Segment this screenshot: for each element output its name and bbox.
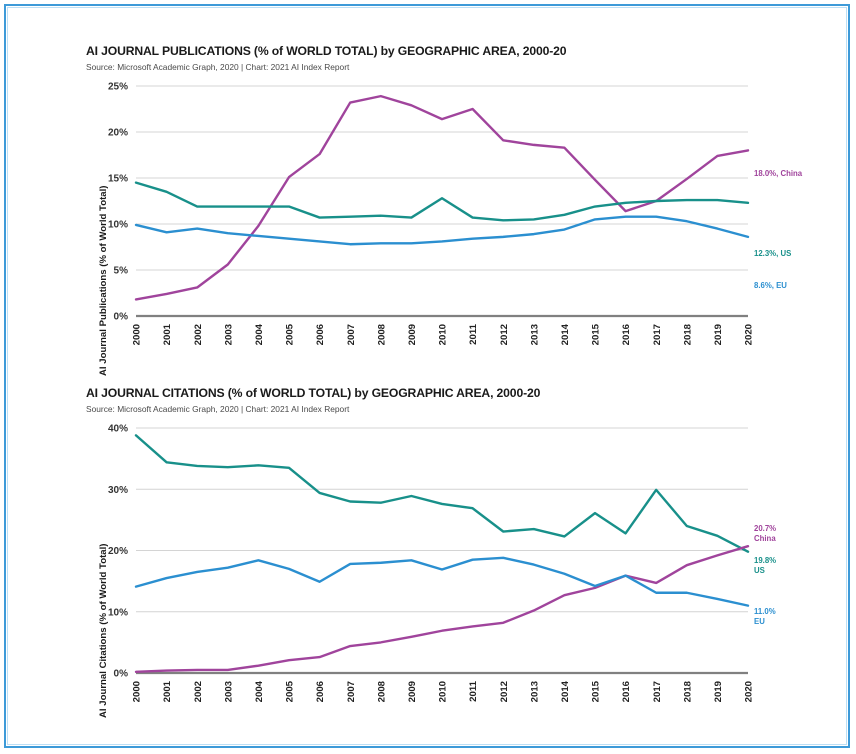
x-tick-label: 2000 [132, 324, 143, 345]
x-tick-label: 2017 [652, 681, 663, 702]
publications-plot-wrapper: AI Journal Publications (% of World Tota… [6, 76, 848, 376]
x-tick-label: 2003 [223, 681, 234, 702]
publications-end-labels: 18.0%, China 12.3%, US 8.6%, EU [754, 169, 803, 290]
publications-chart-title: AI JOURNAL PUBLICATIONS (% of WORLD TOTA… [86, 44, 567, 58]
publications-line-chart: AI Journal Publications (% of World Tota… [98, 82, 803, 376]
x-tick-label: 2014 [560, 323, 571, 345]
x-tick-label: 2013 [529, 324, 540, 345]
end-label-eu: EU [754, 617, 765, 626]
end-label-us: 19.8% [754, 556, 776, 565]
x-tick-label: 2014 [560, 680, 571, 702]
x-tick-label: 2020 [744, 681, 755, 702]
figure-citations: AI JOURNAL CITATIONS (% of WORLD TOTAL) … [6, 378, 848, 742]
y-tick-label: 20% [108, 128, 128, 139]
page-frame: AI JOURNAL PUBLICATIONS (% of WORLD TOTA… [4, 4, 850, 748]
publications-x-tick-labels: 2000 2001 2002 2003 2004 2005 2006 2007 2008 2009… [132, 323, 755, 345]
x-tick-label: 2010 [438, 324, 449, 345]
x-tick-label: 2002 [193, 324, 204, 345]
publications-series-lines [134, 94, 750, 301]
y-tick-label: 0% [114, 312, 129, 323]
publications-chart-source: Source: Microsoft Academic Graph, 2020 |… [86, 62, 350, 72]
x-tick-label: 2004 [254, 323, 265, 345]
x-tick-label: 2006 [315, 324, 326, 345]
citations-chart-title: AI JOURNAL CITATIONS (% of WORLD TOTAL) … [86, 386, 541, 400]
x-tick-label: 2015 [591, 323, 602, 345]
citations-x-tick-labels: 2000 2001 2002 2003 2004 2005 2006 2007 2008 2009… [132, 680, 755, 702]
y-tick-label: 25% [108, 82, 128, 93]
citations-y-tick-labels: 0% 10% 20% 30% 40% [108, 424, 128, 680]
series-line-china [134, 545, 750, 673]
y-tick-label: 20% [108, 546, 128, 557]
x-tick-label: 2001 [162, 680, 173, 702]
end-label-china: China [754, 534, 776, 543]
x-tick-label: 2016 [621, 324, 632, 345]
x-tick-label: 2012 [499, 324, 510, 345]
y-tick-label: 30% [108, 485, 128, 496]
x-tick-label: 2004 [254, 680, 265, 702]
end-label-us: 12.3%, US [754, 249, 791, 258]
end-label-china: 20.7% [754, 524, 776, 533]
y-tick-label: 10% [108, 220, 128, 231]
x-tick-label: 2017 [652, 324, 663, 345]
x-tick-label: 2005 [285, 680, 296, 702]
x-tick-label: 2018 [682, 680, 693, 702]
series-line-china [134, 94, 750, 301]
x-tick-label: 2011 [468, 680, 479, 701]
x-tick-label: 2010 [438, 681, 449, 702]
publications-gridlines [136, 85, 748, 318]
publications-y-axis-title: AI Journal Publications (% of World Tota… [98, 186, 109, 376]
x-tick-label: 2015 [591, 680, 602, 702]
y-tick-label: 40% [108, 424, 128, 435]
x-tick-label: 2005 [285, 323, 296, 345]
citations-y-axis-title: AI Journal Citations (% of World Total) [98, 544, 109, 718]
end-label-china: 18.0%, China [754, 169, 803, 178]
citations-chart-source: Source: Microsoft Academic Graph, 2020 |… [86, 404, 350, 414]
x-tick-label: 2018 [682, 323, 693, 345]
series-line-us [134, 434, 750, 553]
x-tick-label: 2008 [376, 680, 387, 702]
x-tick-label: 2002 [193, 681, 204, 702]
x-tick-label: 2019 [713, 324, 724, 345]
end-label-eu: 11.0% [754, 607, 776, 616]
citations-gridlines [136, 427, 748, 675]
citations-line-chart: AI Journal Citations (% of World Total) … [98, 424, 776, 718]
x-tick-label: 2007 [346, 681, 357, 702]
citations-end-labels: 20.7%China 19.8%US 11.0%EU [754, 524, 776, 626]
end-label-eu: 8.6%, EU [754, 281, 787, 290]
x-tick-label: 2011 [468, 323, 479, 344]
y-tick-label: 10% [108, 607, 128, 618]
x-tick-label: 2001 [162, 323, 173, 345]
x-tick-label: 2009 [407, 324, 418, 345]
end-label-us: US [754, 566, 765, 575]
figure-publications: AI JOURNAL PUBLICATIONS (% of WORLD TOTA… [6, 36, 848, 384]
y-tick-label: 5% [114, 266, 129, 277]
series-line-us [134, 181, 750, 222]
citations-plot-wrapper: AI Journal Citations (% of World Total) … [6, 418, 848, 738]
x-tick-label: 2020 [744, 324, 755, 345]
publications-y-tick-labels: 0% 5% 10% 15% 20% 25% [108, 82, 128, 323]
x-tick-label: 2013 [529, 681, 540, 702]
x-tick-label: 2007 [346, 324, 357, 345]
x-tick-label: 2016 [621, 681, 632, 702]
x-tick-label: 2009 [407, 681, 418, 702]
series-line-eu [134, 215, 750, 246]
x-tick-label: 2008 [376, 323, 387, 345]
y-tick-label: 15% [108, 174, 128, 185]
series-line-eu [134, 556, 750, 607]
x-tick-label: 2000 [132, 681, 143, 702]
y-tick-label: 0% [114, 669, 129, 680]
x-tick-label: 2006 [315, 681, 326, 702]
x-tick-label: 2012 [499, 681, 510, 702]
x-tick-label: 2003 [223, 324, 234, 345]
citations-series-lines [134, 434, 750, 673]
x-tick-label: 2019 [713, 681, 724, 702]
